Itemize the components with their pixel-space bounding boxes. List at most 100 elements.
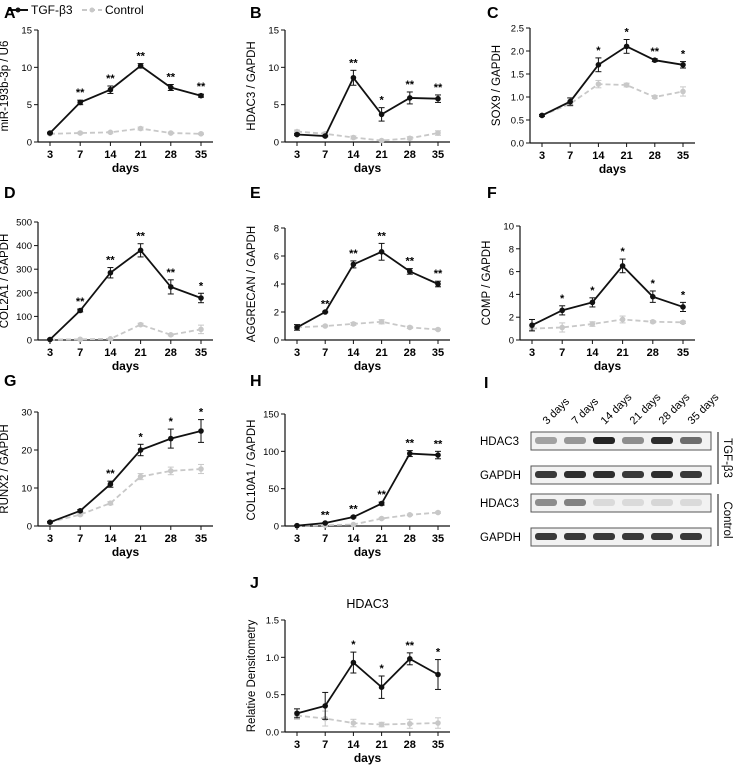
blot-band [651,533,673,540]
data-point [567,98,573,105]
blot-band [651,471,673,478]
series-control [539,79,686,119]
y-axis-label: AGGRECAN / GAPDH [246,226,258,342]
y-tick-label: 30 [21,408,32,419]
data-point [107,336,114,342]
data-point [407,656,413,662]
significance-marker: * [681,289,686,301]
lane-label: 35 days [686,391,722,427]
data-point [350,720,357,726]
panel-letter: B [250,5,262,22]
x-axis-label: days [112,359,140,373]
data-point [650,293,656,300]
series-control [294,319,441,333]
series-line [296,76,439,137]
data-point [435,671,441,678]
data-point [619,263,626,269]
chart-panel-a: A 0 5 10 15 3 7 14 21 28 35 days miR-193b-3p / U6 ** *… [0,5,213,175]
significance-marker: ** [106,255,115,267]
blot-band [564,533,586,540]
x-tick-label: 3 [294,739,300,751]
x-tick-label: 21 [134,347,146,359]
significance-marker: * [560,293,565,305]
x-tick-label: 7 [77,149,83,161]
x-tick-label: 7 [77,347,83,359]
x-tick-label: 21 [134,533,146,545]
data-point [168,435,174,442]
x-tick-label: 28 [165,149,177,161]
y-tick-label: 0.0 [266,728,279,739]
blot-band [651,499,673,506]
x-tick-label: 35 [677,150,689,162]
x-axis-label: days [594,359,622,373]
significance-marker: ** [406,640,415,652]
data-point [168,84,174,91]
lane-label: 28 days [657,391,693,427]
y-tick-label: 4 [509,290,514,301]
data-point [350,261,357,268]
data-point [407,720,413,727]
blot-band [651,437,673,444]
significance-marker: ** [106,73,115,85]
x-tick-label: 35 [195,347,207,359]
legend-control-marker [89,7,95,13]
data-point [378,684,385,690]
data-point [435,452,441,458]
x-tick-label: 21 [620,150,632,162]
series-tgf [529,258,686,332]
data-point [623,43,630,50]
x-axis-label: days [112,545,140,559]
chart-panel-f: F 0 2 4 6 8 10 3 7 14 21 28 35 days COMP / GAPDH * * * * * [481,185,695,373]
series-line [541,45,684,117]
data-point [559,307,565,314]
series-control [47,321,204,343]
data-point [589,299,596,306]
y-tick-label: 6 [509,267,514,278]
blot-band [593,499,615,506]
blot-band [535,471,557,478]
data-point [407,95,413,101]
significance-marker: ** [406,256,415,268]
y-tick-label: 1.5 [266,616,279,627]
y-tick-label: 2 [274,308,279,319]
series-tgf [294,651,441,720]
y-tick-label: 0.5 [266,690,279,701]
data-point [378,515,385,522]
data-point [198,130,204,137]
y-tick-label: 6 [274,252,279,263]
data-point [680,62,686,68]
significance-marker: * [199,280,204,292]
blot-row-label: GAPDH [480,532,521,544]
data-point [407,512,413,518]
y-tick-label: 8 [274,224,279,235]
data-point [378,111,385,118]
x-axis-label: days [112,161,140,175]
x-tick-label: 21 [375,533,387,545]
significance-marker: ** [377,230,386,242]
series-tgf [47,63,204,136]
data-point [407,324,413,331]
significance-marker: ** [349,57,358,69]
y-tick-label: 200 [16,288,32,299]
x-tick-label: 7 [322,347,328,359]
data-point [350,321,357,327]
data-point [435,326,441,333]
x-tick-label: 28 [165,347,177,359]
chart-panel-c: C 0.0 0.5 1.0 1.5 2.0 2.5 3 7 14 21 28 35 days SOX9 / … [487,5,695,176]
chart-panel-e: E 0 2 4 6 8 3 7 14 21 28 35 days AGGRECAN / GAPDH ** **… [246,185,450,373]
y-tick-label: 0 [27,522,32,533]
panel-letter: C [487,5,499,22]
series-line [296,714,439,726]
x-axis-label: days [354,161,382,175]
y-tick-label: 0.5 [511,116,524,127]
blot-strip [530,527,712,547]
significance-marker: * [596,45,601,57]
data-point [294,324,300,331]
significance-marker: ** [434,268,443,280]
data-point [350,521,357,528]
data-point [378,137,385,144]
x-tick-label: 14 [104,347,117,359]
data-point [435,130,441,136]
significance-marker: * [379,663,384,675]
